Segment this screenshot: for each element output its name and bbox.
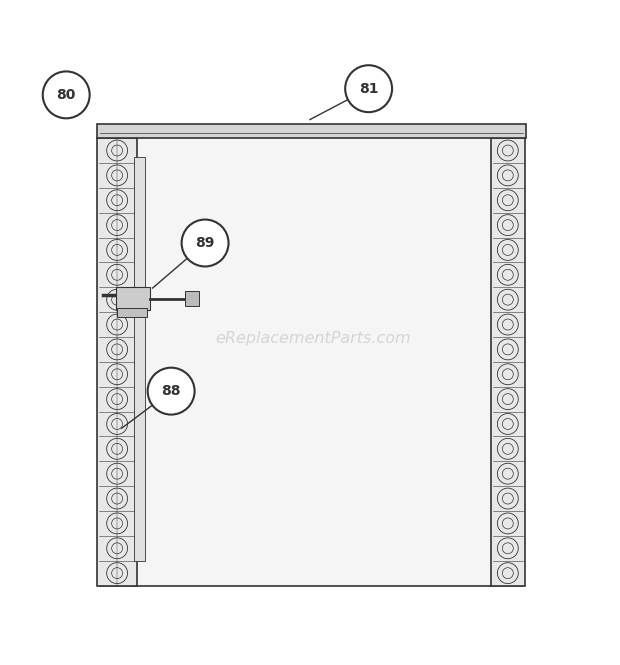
- Text: 81: 81: [359, 82, 378, 96]
- Circle shape: [148, 368, 195, 414]
- Bar: [117, 309, 147, 317]
- Circle shape: [182, 219, 229, 267]
- Circle shape: [43, 71, 90, 118]
- Text: eReplacementParts.com: eReplacementParts.com: [215, 331, 411, 346]
- Bar: [97, 138, 137, 586]
- Bar: [185, 291, 199, 306]
- Circle shape: [345, 65, 392, 112]
- Text: 80: 80: [56, 88, 76, 102]
- Bar: [97, 124, 526, 138]
- Text: 88: 88: [161, 384, 181, 398]
- Bar: [115, 287, 149, 310]
- Bar: [491, 138, 525, 586]
- Bar: [134, 135, 492, 586]
- Text: 89: 89: [195, 236, 215, 250]
- Bar: [134, 156, 145, 561]
